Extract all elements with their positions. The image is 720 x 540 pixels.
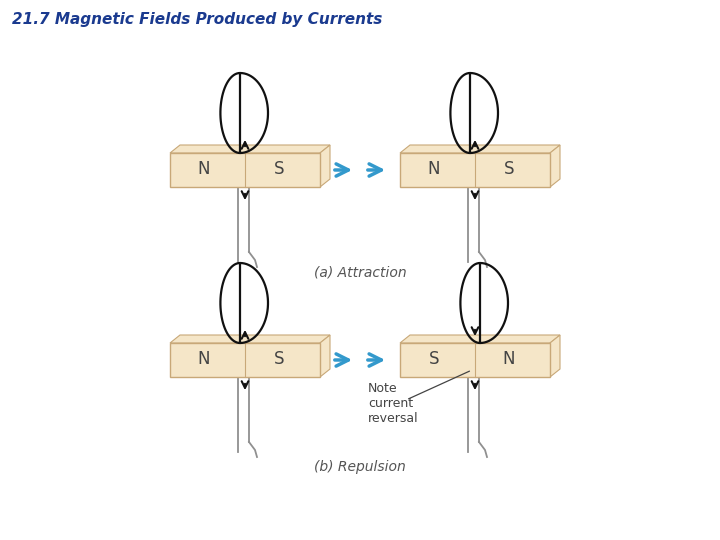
Polygon shape <box>170 343 320 377</box>
Text: (a) Attraction: (a) Attraction <box>314 265 406 279</box>
Polygon shape <box>550 335 560 377</box>
Text: Note
current
reversal: Note current reversal <box>368 382 418 425</box>
Text: 21.7 Magnetic Fields Produced by Currents: 21.7 Magnetic Fields Produced by Current… <box>12 12 382 27</box>
Text: (b) Repulsion: (b) Repulsion <box>314 460 406 474</box>
Text: S: S <box>274 160 284 178</box>
Text: S: S <box>428 350 439 368</box>
Polygon shape <box>170 153 320 187</box>
Polygon shape <box>400 343 550 377</box>
Polygon shape <box>320 335 330 377</box>
Text: S: S <box>503 160 514 178</box>
Text: N: N <box>428 160 440 178</box>
Polygon shape <box>400 145 560 153</box>
Text: S: S <box>274 350 284 368</box>
Polygon shape <box>550 145 560 187</box>
Polygon shape <box>170 145 330 153</box>
Polygon shape <box>400 153 550 187</box>
Polygon shape <box>320 145 330 187</box>
Text: N: N <box>503 350 515 368</box>
Text: N: N <box>197 160 210 178</box>
Polygon shape <box>400 335 560 343</box>
Text: N: N <box>197 350 210 368</box>
Polygon shape <box>170 335 330 343</box>
